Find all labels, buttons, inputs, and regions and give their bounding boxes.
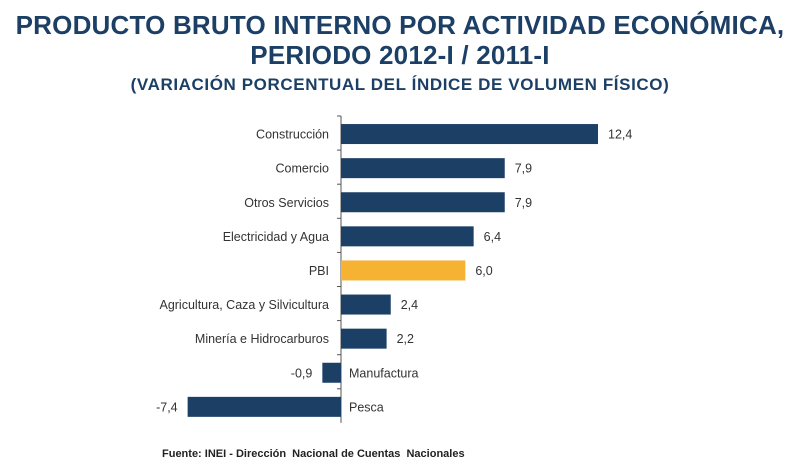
category-label: Minería e Hidrocarburos — [195, 332, 329, 346]
category-label: Electricidad y Agua — [223, 230, 329, 244]
value-label: 12,4 — [608, 128, 632, 142]
bar-3 — [341, 226, 474, 247]
category-label: Comercio — [276, 162, 330, 176]
value-label: 7,9 — [515, 196, 532, 210]
value-label: -0,9 — [291, 366, 313, 380]
value-label: 2,2 — [397, 332, 414, 346]
chart-title-line2: PERIODO 2012-I / 2011-I — [250, 40, 550, 70]
bar-0 — [341, 124, 598, 145]
value-label: -7,4 — [156, 400, 178, 414]
value-label: 6,0 — [475, 264, 492, 278]
category-label: Construcción — [256, 128, 329, 142]
category-label: Pesca — [349, 400, 384, 414]
value-label: 2,4 — [401, 298, 418, 312]
chart-subtitle: (VARIACIÓN PORCENTUAL DEL ÍNDICE DE VOLU… — [130, 75, 670, 94]
bar-5 — [341, 294, 391, 315]
bar-6 — [341, 328, 387, 349]
bar-4 — [341, 260, 466, 281]
bar-8 — [187, 396, 341, 417]
bar-7 — [322, 362, 341, 383]
value-label: 7,9 — [515, 162, 532, 176]
category-label: Manufactura — [349, 366, 419, 380]
category-label: PBI — [309, 264, 329, 278]
category-label: Otros Servicios — [244, 196, 329, 210]
source-note: Fuente: INEI - Dirección Nacional de Cue… — [162, 448, 465, 460]
chart-title-line1: PRODUCTO BRUTO INTERNO POR ACTIVIDAD ECO… — [15, 10, 785, 40]
value-label: 6,4 — [484, 230, 501, 244]
category-label: Agricultura, Caza y Silvicultura — [159, 298, 329, 312]
bar-2 — [341, 192, 505, 213]
bar-1 — [341, 158, 505, 179]
